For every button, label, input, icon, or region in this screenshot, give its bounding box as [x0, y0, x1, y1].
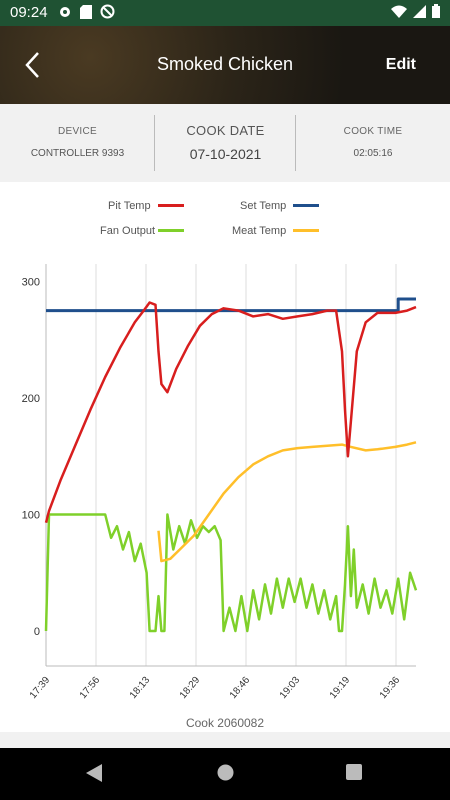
x-tick-label: 19:03: [278, 675, 303, 702]
cook-date-value: 07-10-2021: [189, 146, 262, 162]
divider: [295, 115, 296, 171]
back-arrow-icon[interactable]: [22, 50, 44, 80]
legend-fan-output: Fan Output: [100, 225, 156, 237]
status-time: 09:24: [10, 4, 48, 21]
meat-temp-line: [157, 441, 417, 563]
system-nav-bar: [0, 748, 450, 800]
legend-set-swatch: [293, 204, 319, 207]
legend-set-temp: Set Temp: [240, 200, 287, 212]
y-tick-label: 100: [22, 510, 40, 522]
y-tick-label: 200: [22, 393, 40, 405]
device-label: DEVICE: [57, 126, 98, 137]
device-value: CONTROLLER 9393: [30, 148, 125, 159]
divider: [154, 115, 155, 171]
cook-time-label: COOK TIME: [343, 126, 403, 137]
x-tick-label: 19:36: [378, 675, 403, 702]
status-icons-right: [391, 4, 440, 18]
legend-meat-temp: Meat Temp: [232, 225, 287, 237]
app-header: Smoked Chicken Edit: [0, 26, 450, 104]
y-tick-label: 300: [22, 276, 40, 288]
wifi-icon: [391, 5, 407, 18]
cook-time-value: 02:05:16: [353, 148, 393, 159]
legend-fan-swatch: [158, 229, 184, 232]
x-tick-label: 19:19: [328, 675, 353, 702]
status-icons-left: [58, 4, 115, 19]
cook-time-info: COOK TIME 02:05:16: [296, 104, 450, 182]
pit-temp-line: [44, 301, 417, 524]
cook-info-bar: DEVICE CONTROLLER 9393 COOK DATE 07-10-2…: [0, 104, 450, 182]
battery-icon: [432, 4, 440, 18]
device-info: DEVICE CONTROLLER 9393: [0, 104, 155, 182]
signal-icon: [413, 4, 426, 18]
cook-date-info: COOK DATE 07-10-2021: [155, 104, 296, 182]
chart-card: Pit Temp Set Temp Fan Output Meat Temp 1…: [0, 182, 450, 732]
cook-date-label: COOK DATE: [186, 123, 265, 138]
legend-pit-temp: Pit Temp: [108, 200, 151, 212]
nav-back-icon[interactable]: [86, 764, 102, 782]
legend-meat-swatch: [293, 229, 319, 232]
legend-pit-swatch: [158, 204, 184, 207]
x-tick-label: 18:13: [128, 675, 153, 702]
data-saver-icon: [100, 4, 115, 19]
status-bar: 09:24: [0, 0, 450, 26]
page-title: Smoked Chicken: [156, 54, 294, 74]
nav-recents-icon[interactable]: [346, 764, 362, 780]
x-tick-label: 17:39: [28, 675, 53, 702]
temperature-chart[interactable]: 17:39 17:56 18:13 18:29 18:46 19:03 19:19 19:36…: [0, 252, 450, 722]
fan-output-line: [44, 513, 418, 633]
set-temp-line: [46, 297, 416, 313]
nav-home-icon[interactable]: [217, 764, 234, 781]
edit-button[interactable]: Edit: [385, 56, 416, 73]
cook-id-label: Cook 2060082: [185, 716, 265, 730]
x-tick-label: 18:46: [228, 675, 253, 702]
sd-card-icon: [80, 4, 92, 19]
gear-icon: [60, 6, 70, 17]
y-tick-label: 0: [34, 626, 40, 638]
x-tick-label: 17:56: [78, 675, 103, 702]
x-tick-label: 18:29: [178, 675, 203, 702]
